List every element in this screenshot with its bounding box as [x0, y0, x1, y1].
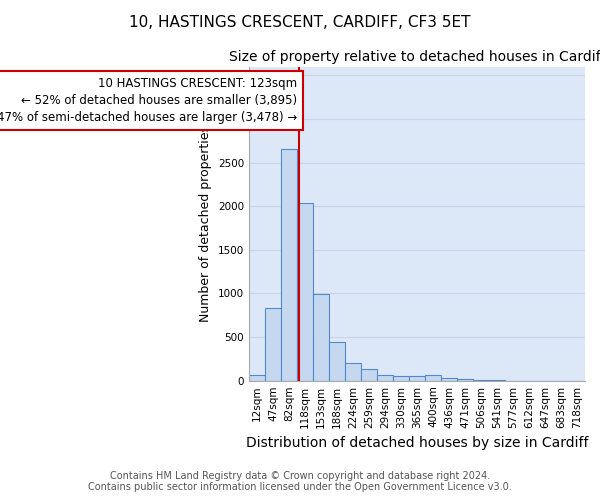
Bar — [441, 378, 457, 380]
Text: 10 HASTINGS CRESCENT: 123sqm
← 52% of detached houses are smaller (3,895)
47% of: 10 HASTINGS CRESCENT: 123sqm ← 52% of de… — [0, 77, 297, 124]
Text: 10, HASTINGS CRESCENT, CARDIFF, CF3 5ET: 10, HASTINGS CRESCENT, CARDIFF, CF3 5ET — [129, 15, 471, 30]
Bar — [265, 308, 281, 380]
Bar — [313, 294, 329, 380]
Bar — [393, 376, 409, 380]
Bar — [249, 376, 265, 380]
Bar — [361, 370, 377, 380]
Text: Contains HM Land Registry data © Crown copyright and database right 2024.
Contai: Contains HM Land Registry data © Crown c… — [88, 471, 512, 492]
Bar — [377, 376, 393, 380]
Bar — [345, 363, 361, 380]
Bar — [329, 342, 345, 380]
X-axis label: Distribution of detached houses by size in Cardiff: Distribution of detached houses by size … — [246, 436, 588, 450]
Bar — [425, 376, 441, 380]
Bar — [457, 379, 473, 380]
Bar — [297, 202, 313, 380]
Title: Size of property relative to detached houses in Cardiff: Size of property relative to detached ho… — [229, 50, 600, 64]
Bar — [409, 376, 425, 380]
Bar — [281, 150, 297, 380]
Y-axis label: Number of detached properties: Number of detached properties — [199, 125, 212, 322]
